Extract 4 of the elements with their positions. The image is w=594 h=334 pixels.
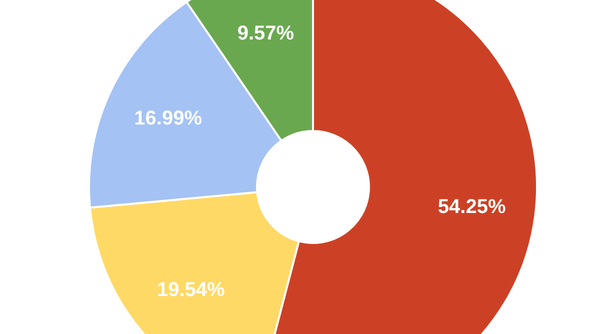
data-label: 16.99% xyxy=(134,107,202,130)
data-label: 54.25% xyxy=(438,196,506,218)
data-label: 9.57% xyxy=(237,22,294,44)
data-label: 19.54% xyxy=(156,279,226,302)
